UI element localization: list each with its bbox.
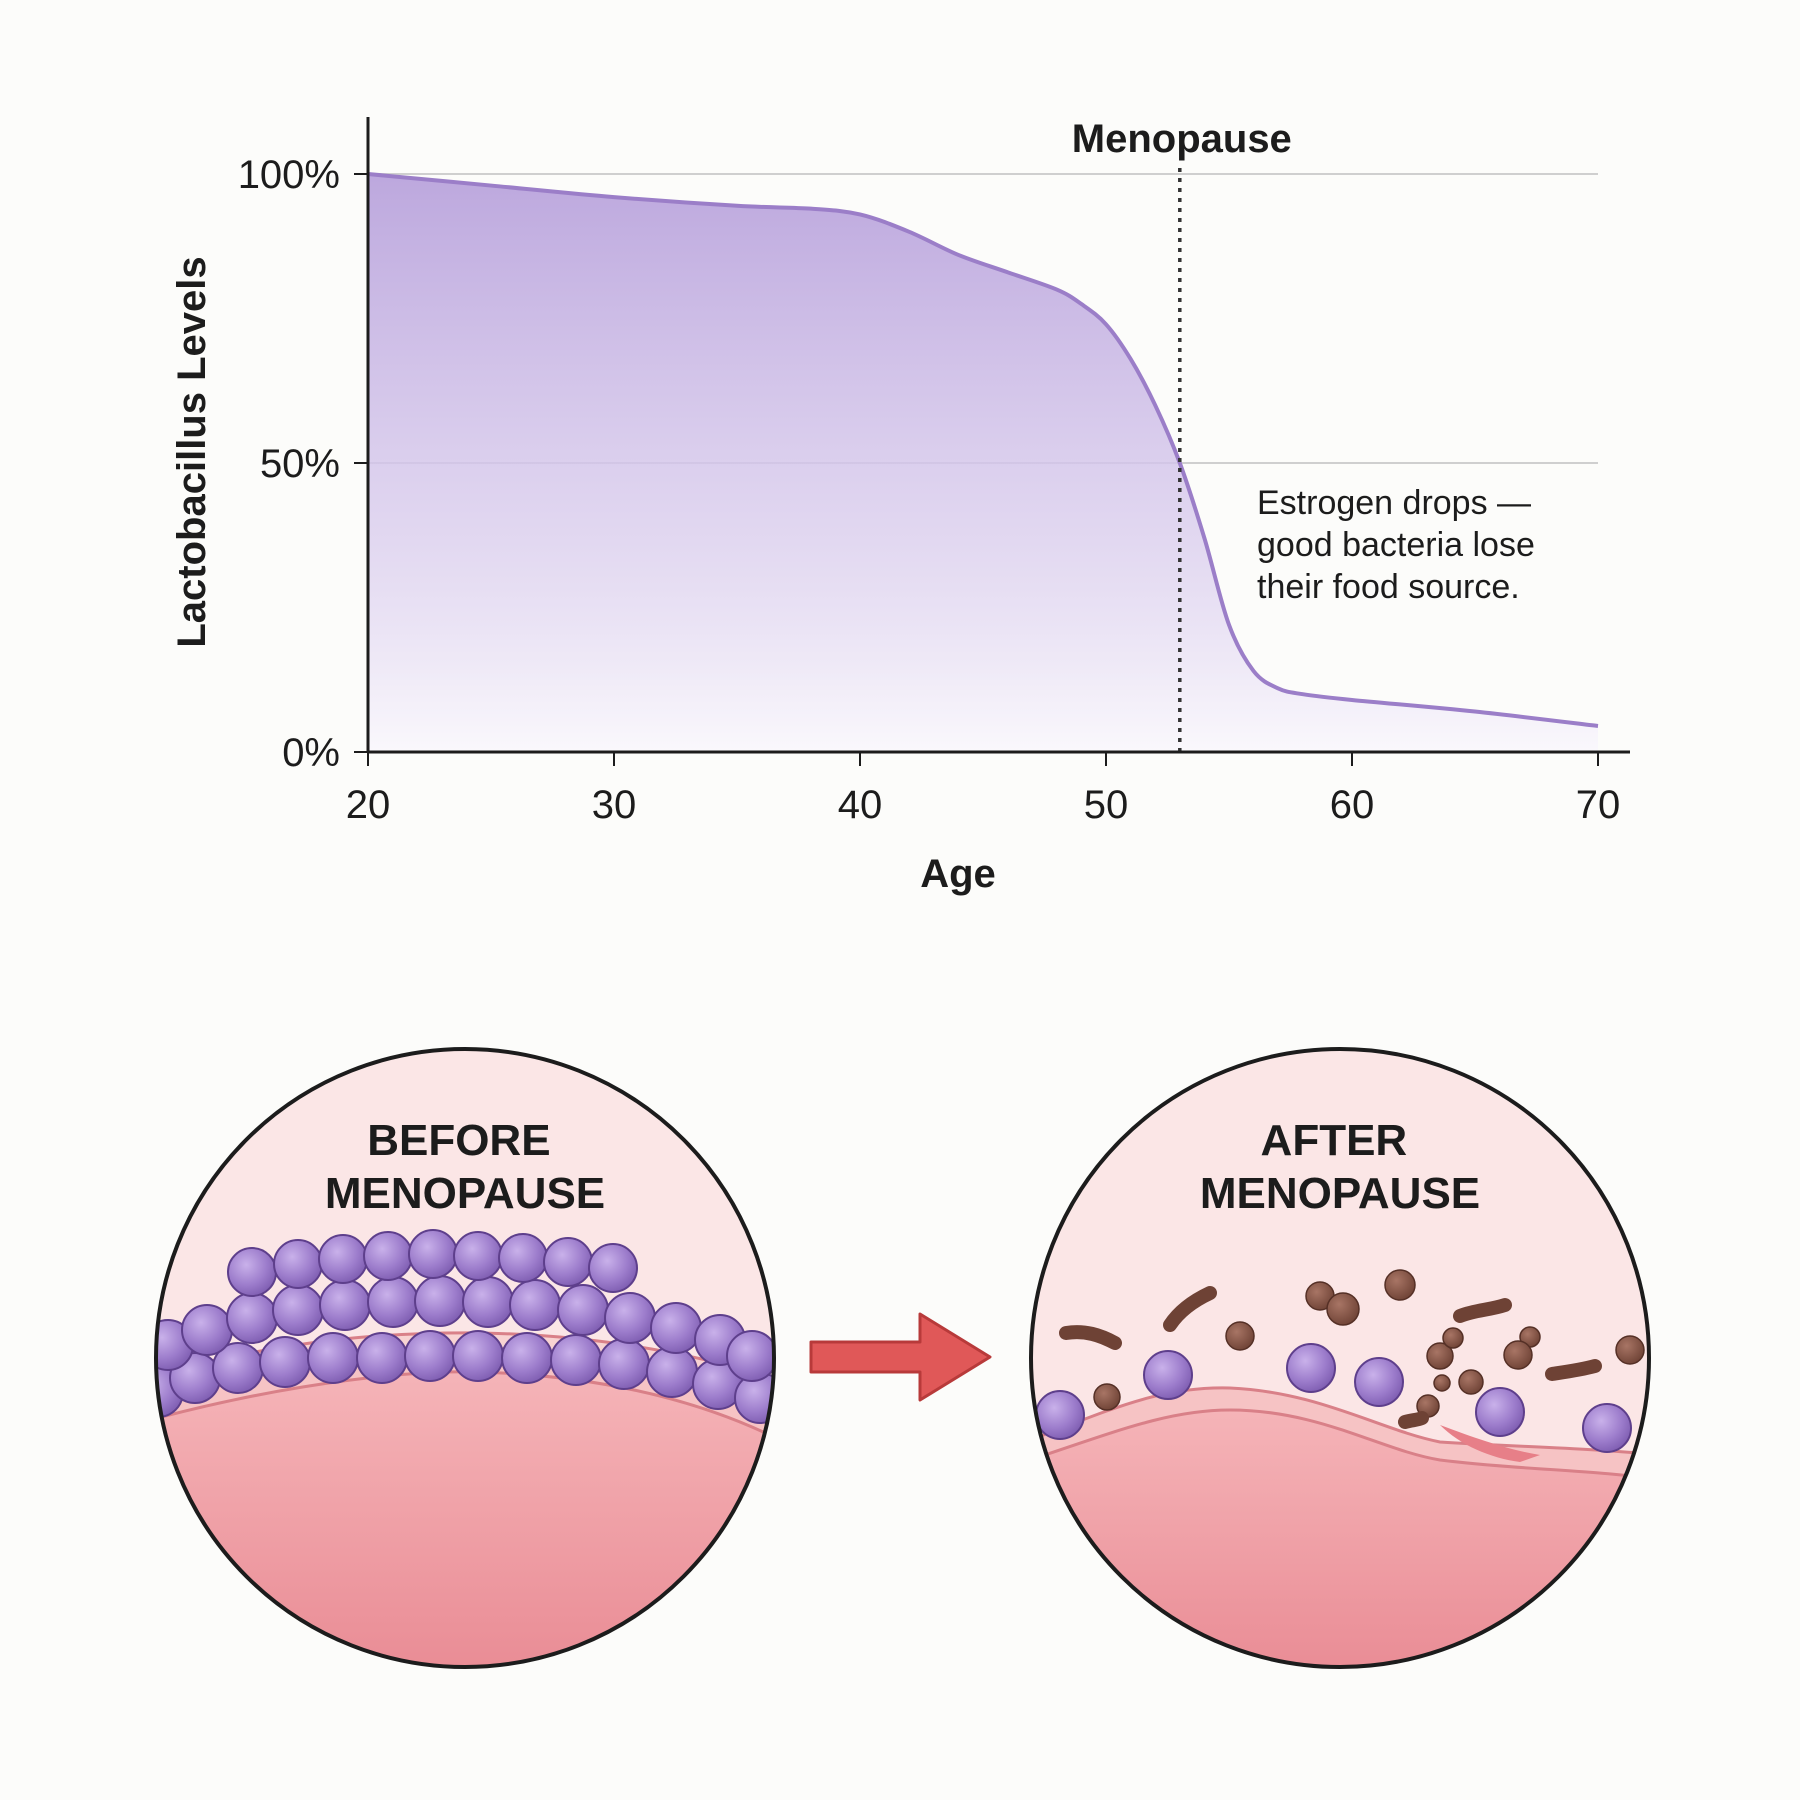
harmful-bacteria	[1225, 1321, 1255, 1351]
lactobacillus-cell	[273, 1239, 323, 1289]
harmful-bacteria	[1545, 1359, 1602, 1381]
harmful-bacteria	[1426, 1342, 1454, 1370]
series-line	[367, 172, 1599, 728]
x-tick-label-60: 60	[1330, 783, 1375, 827]
harmful-bacteria	[1453, 1298, 1512, 1323]
lactobacillus-cell	[726, 1330, 774, 1382]
lactobacillus-cell	[646, 1346, 698, 1398]
y-ticks: 0% 50% 100%	[238, 153, 368, 775]
harmful-bacteria	[1059, 1325, 1122, 1350]
lactobacillus-cell	[1475, 1387, 1525, 1437]
before-menopause-illustration: BEFORE MENOPAUSE	[154, 1047, 776, 1669]
x-tick-label-40: 40	[838, 783, 883, 827]
x-tick-label-70: 70	[1576, 783, 1621, 827]
lactobacillus-cell	[650, 1302, 702, 1354]
after-title-line-1: AFTER	[1261, 1116, 1408, 1165]
lactobacillus-cell	[319, 1279, 371, 1331]
harmful-bacteria	[1398, 1411, 1429, 1429]
lactobacillus-cell	[498, 1233, 548, 1283]
lactobacillus-cell	[543, 1237, 593, 1287]
after-circle-border	[1029, 1047, 1651, 1669]
lactobacillus-cell	[318, 1234, 368, 1284]
before-circle-border	[154, 1047, 776, 1669]
x-axis-title: Age	[920, 852, 996, 896]
after-title-line-2: MENOPAUSE	[1200, 1169, 1480, 1218]
harmful-bacteria	[1615, 1335, 1645, 1365]
lactobacillus-cell	[307, 1332, 359, 1384]
lactobacillus-cell	[259, 1336, 311, 1388]
lactobacillus-cell	[414, 1275, 466, 1327]
before-title: BEFORE MENOPAUSE	[325, 1116, 605, 1218]
y-axis-title: Lactobacillus Levels	[170, 256, 214, 647]
lactobacillus-cell	[598, 1338, 650, 1390]
axes	[366, 117, 1630, 754]
annotation-line-1: Estrogen drops —	[1257, 484, 1531, 522]
x-ticks: 20 30 40 50 60 70	[346, 752, 1621, 827]
lactobacillus-cell	[1286, 1343, 1336, 1393]
lactobacillus-cell	[557, 1284, 609, 1336]
y-tick-label-0: 0%	[282, 731, 340, 775]
lactobacillus-cell	[356, 1332, 408, 1384]
lactobacillus-cell	[604, 1292, 656, 1344]
harmful-bacteria	[1458, 1369, 1484, 1395]
harmful-bacteria	[1503, 1340, 1533, 1370]
lactobacillus-cell	[1582, 1403, 1632, 1453]
lactobacillus-area-chart: Menopause 20 30 40 50 60 70 0% 50% 100% Age Lac…	[170, 117, 1630, 896]
lactobacillus-cell	[404, 1330, 456, 1382]
vaginal-tissue	[156, 1371, 774, 1667]
area-fill	[368, 174, 1598, 752]
before-title-line-2: MENOPAUSE	[325, 1169, 605, 1218]
x-tick-label-30: 30	[592, 783, 637, 827]
lactobacillus-cell	[588, 1243, 638, 1293]
thinned-tissue	[1031, 1410, 1649, 1667]
lactobacillus-cell	[181, 1304, 233, 1356]
after-menopause-illustration: AFTER MENOPAUSE	[1029, 1047, 1651, 1669]
chart-annotation: Estrogen drops — good bacteria lose thei…	[1257, 484, 1544, 606]
lactobacillus-cell	[272, 1284, 324, 1336]
transition-arrow-icon	[809, 1312, 992, 1402]
y-tick-label-100: 100%	[238, 153, 340, 197]
after-title: AFTER MENOPAUSE	[1200, 1116, 1480, 1218]
harmful-bacteria	[1326, 1292, 1360, 1326]
lactobacillus-cell	[408, 1229, 458, 1279]
lactobacillus-cell	[363, 1231, 413, 1281]
lactobacillus-cell	[1143, 1350, 1193, 1400]
lactobacillus-cell	[501, 1332, 553, 1384]
lactobacillus-cell	[226, 1292, 278, 1344]
lactobacillus-cell	[452, 1330, 504, 1382]
x-tick-label-20: 20	[346, 783, 391, 827]
mixed-bacteria	[1035, 1269, 1645, 1453]
y-tick-label-50: 50%	[260, 442, 340, 486]
harmful-bacteria	[1442, 1327, 1464, 1349]
harmful-bacteria	[1163, 1286, 1217, 1332]
lactobacillus-cell	[453, 1231, 503, 1281]
lactobacillus-cell	[462, 1276, 514, 1328]
annotation-line-3: their food source.	[1257, 568, 1520, 606]
lactobacillus-cell	[227, 1247, 277, 1297]
x-tick-label-50: 50	[1084, 783, 1129, 827]
lactobacillus-cell	[1035, 1390, 1085, 1440]
lactobacillus-cell	[550, 1334, 602, 1386]
lactobacillus-cell	[367, 1276, 419, 1328]
annotation-line-2: good bacteria lose	[1257, 526, 1535, 564]
harmful-bacteria	[1093, 1383, 1121, 1411]
menopause-marker-label: Menopause	[1072, 117, 1292, 161]
harmful-bacteria	[1433, 1374, 1451, 1392]
before-title-line-1: BEFORE	[367, 1116, 550, 1165]
lactobacillus-cell	[1354, 1357, 1404, 1407]
lactobacillus-cell	[509, 1279, 561, 1331]
harmful-bacteria	[1384, 1269, 1416, 1301]
tissue-tear	[1440, 1425, 1540, 1462]
